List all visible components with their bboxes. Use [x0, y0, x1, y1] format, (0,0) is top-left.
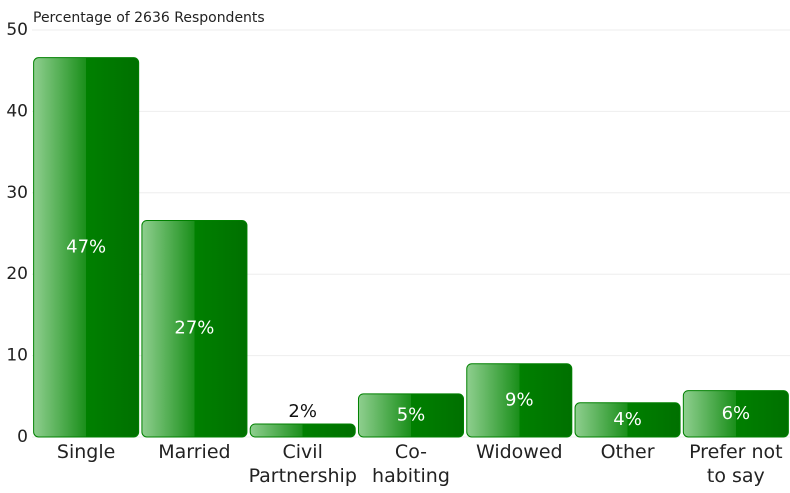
- y-tick-label: 20: [6, 264, 28, 284]
- bar: [141, 219, 248, 438]
- bar: [249, 423, 356, 438]
- value-label: 6%: [722, 403, 751, 424]
- y-tick-label: 40: [6, 101, 28, 121]
- x-tick-label: Civil Partnership: [248, 441, 357, 487]
- value-label: 9%: [505, 389, 534, 410]
- bar: [682, 390, 789, 438]
- x-tick-label: Other: [600, 441, 655, 463]
- value-label: 4%: [613, 409, 642, 430]
- y-tick-label: 50: [6, 20, 28, 40]
- bar: [466, 363, 573, 438]
- bar: [33, 57, 140, 438]
- y-tick-label: 30: [6, 183, 28, 203]
- value-label: 2%: [288, 401, 317, 422]
- bar: [357, 393, 465, 438]
- bar: [574, 402, 681, 438]
- x-tick-label: Single: [56, 441, 116, 463]
- y-axis-label: Percentage of 2636 Respondents: [33, 10, 265, 26]
- value-label: 27%: [174, 318, 214, 339]
- x-tick-label: Married: [158, 441, 231, 463]
- value-label: 5%: [397, 404, 426, 425]
- x-tick-label: Co-habiting: [372, 441, 450, 487]
- x-tick-label: Prefer not to say: [689, 441, 783, 487]
- y-tick-label: 0: [17, 427, 28, 447]
- x-tick-label: Widowed: [475, 441, 563, 463]
- value-label: 47%: [66, 236, 106, 257]
- y-tick-label: 10: [6, 346, 28, 366]
